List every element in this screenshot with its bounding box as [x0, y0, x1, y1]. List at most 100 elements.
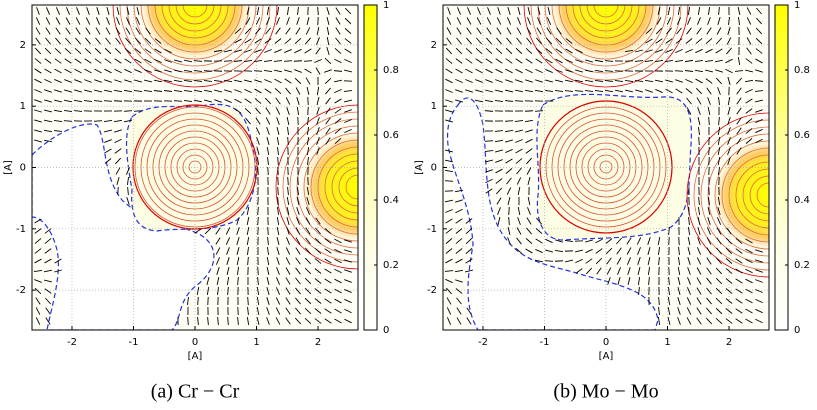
field-arrow: [106, 7, 110, 15]
field-arrow: [94, 47, 102, 55]
field-arrow: [755, 37, 763, 45]
field-arrow: [446, 297, 452, 305]
field-arrow: [335, 7, 341, 15]
field-arrow: [666, 27, 672, 35]
field-arrow: [444, 199, 454, 203]
field-arrow: [626, 257, 632, 265]
x-tick-label: 0: [603, 337, 609, 348]
y-axis-label: [A]: [3, 160, 14, 175]
field-arrow: [263, 60, 273, 62]
field-arrow: [126, 176, 130, 186]
colorbar-tick-label: 0.8: [383, 65, 399, 76]
field-arrow: [246, 216, 250, 226]
field-arrow: [45, 297, 51, 305]
field-arrow: [717, 126, 721, 136]
field-arrow: [644, 79, 654, 83]
field-arrow: [734, 70, 744, 72]
low-region: [32, 123, 215, 330]
field-arrow: [616, 247, 622, 255]
field-arrow: [625, 89, 633, 93]
contour: [756, 182, 769, 208]
field-arrow: [444, 270, 454, 272]
colorbar-tick-label: 0.2: [383, 260, 399, 271]
field-arrow: [575, 69, 583, 73]
field-arrow: [574, 79, 584, 83]
field-arrow: [267, 166, 269, 176]
colorbar-tick-label: 0: [383, 325, 389, 336]
field-arrow: [44, 238, 52, 244]
field-arrow: [326, 7, 330, 15]
field-arrow: [133, 110, 143, 112]
contour: [296, 125, 358, 249]
field-arrow: [687, 257, 691, 265]
field-arrow: [114, 68, 122, 74]
field-arrow: [638, 286, 640, 296]
field-arrow: [486, 17, 492, 25]
field-arrow: [475, 58, 483, 64]
field-arrow: [755, 279, 763, 283]
field-arrow: [246, 236, 250, 246]
field-arrow: [256, 296, 260, 306]
field-arrow: [173, 79, 183, 83]
field-arrow: [677, 266, 681, 276]
field-arrow: [725, 58, 733, 64]
field-arrow: [745, 98, 753, 104]
field-arrow: [145, 27, 151, 35]
field-arrow: [484, 110, 494, 112]
field-arrow: [755, 17, 763, 25]
field-arrow: [716, 237, 722, 245]
field-arrow: [704, 59, 714, 63]
field-arrow: [54, 68, 62, 74]
field-arrow: [655, 38, 663, 44]
field-arrow: [314, 278, 322, 284]
field-arrow: [344, 58, 352, 64]
field-arrow: [725, 247, 733, 255]
field-arrow: [294, 77, 302, 85]
field-arrow: [63, 120, 73, 122]
field-arrow: [84, 79, 92, 83]
field-arrow: [526, 217, 532, 225]
field-arrow: [476, 37, 482, 45]
field-arrow: [236, 256, 240, 266]
field-arrow: [637, 276, 641, 286]
field-arrow: [645, 27, 653, 35]
field-arrow: [688, 206, 690, 216]
field-arrow: [465, 218, 473, 224]
field-arrow: [43, 129, 53, 133]
field-arrow: [303, 60, 313, 62]
field-arrow: [545, 69, 553, 73]
field-arrow: [273, 60, 283, 62]
field-arrow: [324, 238, 332, 244]
field-arrow: [295, 267, 301, 275]
field-arrow: [256, 286, 260, 296]
field-arrow: [296, 17, 300, 25]
field-arrow: [126, 167, 130, 175]
field-arrow: [735, 248, 743, 254]
field-arrow: [525, 79, 533, 83]
field-arrow: [334, 118, 342, 124]
field-arrow: [688, 216, 690, 226]
field-arrow: [495, 79, 503, 83]
contour: [714, 140, 769, 250]
field-arrow: [115, 27, 121, 35]
field-arrow: [715, 48, 723, 54]
contour: [310, 139, 358, 235]
field-arrow: [545, 58, 553, 64]
field-arrow: [535, 68, 543, 74]
field-arrow: [296, 217, 300, 225]
field-arrow: [277, 176, 279, 186]
contour: [693, 119, 769, 271]
field-arrow: [647, 266, 651, 276]
field-arrow: [697, 206, 701, 216]
field-arrow: [46, 7, 50, 15]
field-arrow: [715, 287, 723, 295]
field-arrow: [495, 178, 503, 184]
field-arrow: [516, 37, 522, 45]
field-arrow: [234, 89, 242, 93]
field-arrow: [297, 6, 299, 16]
field-arrow: [517, 186, 521, 196]
field-arrow: [295, 307, 301, 315]
field-arrow: [554, 250, 564, 252]
field-arrow: [227, 316, 229, 326]
